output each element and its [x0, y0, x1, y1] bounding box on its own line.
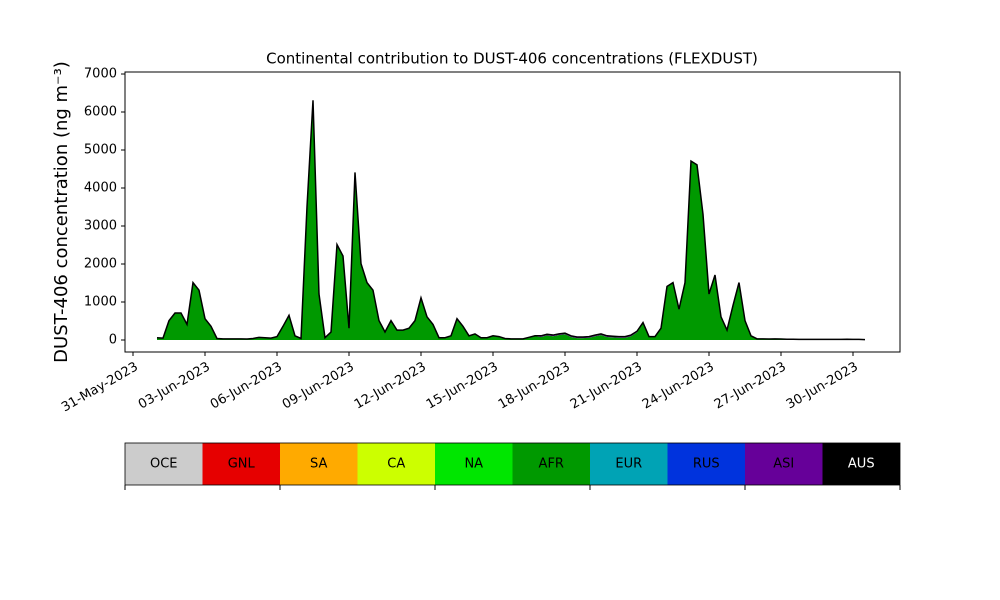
y-tick-label: 2000	[84, 256, 117, 271]
x-tick-label: 27-Jun-2023	[712, 360, 789, 413]
y-tick-label: 0	[109, 332, 117, 347]
y-axis-label: DUST-406 concentration (ng m⁻³)	[51, 61, 72, 363]
x-tick-label: 18-Jun-2023	[496, 360, 573, 413]
colorbar-label: CA	[387, 457, 405, 472]
colorbar-cell	[202, 443, 280, 485]
y-tick-label: 5000	[84, 143, 117, 158]
colorbar-cell	[745, 443, 823, 485]
x-tick-label: 12-Jun-2023	[352, 360, 429, 413]
area	[157, 100, 865, 340]
x-tick-label: 03-Jun-2023	[136, 360, 213, 413]
colorbar-cell	[280, 443, 358, 485]
outline	[156, 100, 866, 341]
area	[157, 100, 865, 340]
colorbar-cell	[512, 443, 590, 485]
colorbar-label: NA	[464, 457, 483, 472]
colorbar-label: ASI	[773, 457, 794, 472]
colorbar-label: SA	[310, 457, 327, 472]
colorbar-cell	[357, 443, 435, 485]
x-tick-label: 31-May-2023	[59, 360, 141, 416]
colorbar-cell	[590, 443, 668, 485]
x-tick-label: 06-Jun-2023	[208, 360, 285, 413]
plot-frame	[124, 71, 901, 353]
colorbar-cell	[822, 443, 900, 485]
colorbar-cell	[125, 443, 203, 485]
chart-title: Continental contribution to DUST-406 con…	[266, 50, 758, 68]
y-tick-label: 7000	[84, 67, 117, 82]
colorbar-frame	[124, 442, 901, 486]
x-tick-label: 21-Jun-2023	[568, 360, 645, 413]
x-tick-label: 30-Jun-2023	[784, 360, 861, 413]
colorbar-label: GNL	[228, 457, 256, 472]
colorbar-cell	[667, 443, 745, 485]
colorbar-label: AUS	[848, 457, 875, 472]
x-tick-label: 15-Jun-2023	[424, 360, 501, 413]
y-tick-label: 6000	[84, 105, 117, 120]
colorbar-label: AFR	[539, 457, 564, 472]
y-tick-label: 1000	[84, 294, 117, 309]
colorbar-cell	[435, 443, 513, 485]
colorbar-label: RUS	[693, 457, 720, 472]
x-tick-label: 09-Jun-2023	[280, 360, 357, 413]
x-tick-label: 24-Jun-2023	[640, 360, 717, 413]
y-tick-label: 4000	[84, 181, 117, 196]
y-tick-label: 3000	[84, 219, 117, 234]
colorbar-label: EUR	[615, 457, 642, 472]
colorbar-label: OCE	[150, 457, 178, 472]
